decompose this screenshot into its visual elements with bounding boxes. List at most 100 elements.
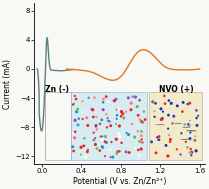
Point	[125, 131, 128, 134]
Bar	[45, 92, 46, 160]
Point	[166, 127, 170, 130]
Point	[100, 138, 104, 141]
Point	[108, 120, 111, 123]
Point	[105, 113, 108, 116]
Point	[121, 112, 125, 115]
Point	[115, 152, 119, 155]
Bar	[45, 92, 46, 160]
Point	[150, 140, 153, 143]
Point	[168, 140, 172, 143]
Point	[188, 124, 191, 127]
Point	[82, 144, 85, 147]
Point	[141, 138, 144, 141]
Point	[154, 102, 157, 105]
Point	[118, 125, 121, 128]
Point	[87, 96, 90, 99]
Point	[73, 136, 76, 139]
Point	[142, 110, 145, 113]
Bar	[45, 92, 46, 160]
Point	[195, 117, 198, 120]
Point	[153, 110, 156, 113]
Bar	[45, 92, 46, 160]
Point	[98, 122, 102, 125]
Point	[85, 116, 88, 119]
Point	[108, 148, 112, 151]
Bar	[45, 92, 71, 160]
Point	[117, 132, 121, 135]
Point	[135, 105, 139, 108]
Point	[184, 140, 187, 143]
Point	[76, 108, 79, 111]
Point	[138, 118, 142, 121]
Bar	[149, 92, 202, 160]
Point	[71, 145, 74, 148]
Point	[190, 151, 193, 154]
Point	[189, 131, 192, 134]
Point	[91, 108, 94, 111]
Point	[94, 143, 97, 146]
Point	[167, 134, 171, 137]
Point	[186, 103, 189, 106]
Bar	[45, 92, 46, 160]
Point	[167, 99, 171, 102]
Point	[83, 137, 86, 140]
Bar	[45, 92, 46, 160]
Point	[101, 145, 104, 148]
Point	[93, 137, 97, 140]
Point	[75, 110, 78, 113]
Point	[130, 123, 134, 126]
Point	[194, 149, 198, 152]
Point	[81, 118, 84, 121]
Point	[101, 101, 105, 104]
Text: Zn (-): Zn (-)	[45, 85, 69, 94]
Point	[115, 114, 119, 117]
Point	[179, 153, 182, 156]
Point	[143, 118, 147, 121]
Point	[140, 134, 143, 137]
Point	[133, 136, 136, 139]
Point	[180, 132, 183, 135]
Point	[140, 130, 143, 133]
Point	[114, 98, 118, 101]
Point	[94, 124, 98, 127]
Point	[110, 141, 113, 144]
Bar	[45, 92, 46, 160]
Point	[188, 119, 192, 122]
Point	[111, 156, 115, 159]
Point	[158, 138, 161, 141]
Point	[193, 139, 196, 142]
Point	[169, 102, 173, 105]
Point	[129, 108, 133, 111]
Point	[113, 99, 116, 102]
Point	[106, 117, 109, 120]
Point	[119, 115, 123, 118]
Bar	[45, 92, 46, 160]
Bar	[45, 92, 46, 160]
Point	[92, 131, 95, 134]
Point	[94, 125, 98, 128]
Point	[181, 110, 184, 113]
Point	[116, 150, 119, 153]
Point	[159, 107, 163, 110]
Point	[163, 94, 166, 97]
Bar	[45, 92, 46, 160]
Point	[163, 102, 167, 105]
Point	[76, 123, 80, 126]
Point	[134, 95, 137, 98]
Point	[195, 124, 199, 127]
Bar	[45, 92, 46, 160]
Point	[73, 102, 76, 105]
Point	[167, 114, 170, 117]
Point	[74, 130, 77, 133]
Bar	[45, 92, 46, 160]
Bar	[45, 92, 46, 160]
Point	[130, 102, 133, 105]
Point	[187, 123, 190, 126]
Point	[104, 95, 108, 98]
Bar	[45, 92, 46, 160]
Bar	[45, 92, 46, 160]
Point	[109, 124, 112, 127]
Point	[101, 135, 104, 138]
Point	[120, 141, 123, 144]
Point	[98, 149, 102, 152]
